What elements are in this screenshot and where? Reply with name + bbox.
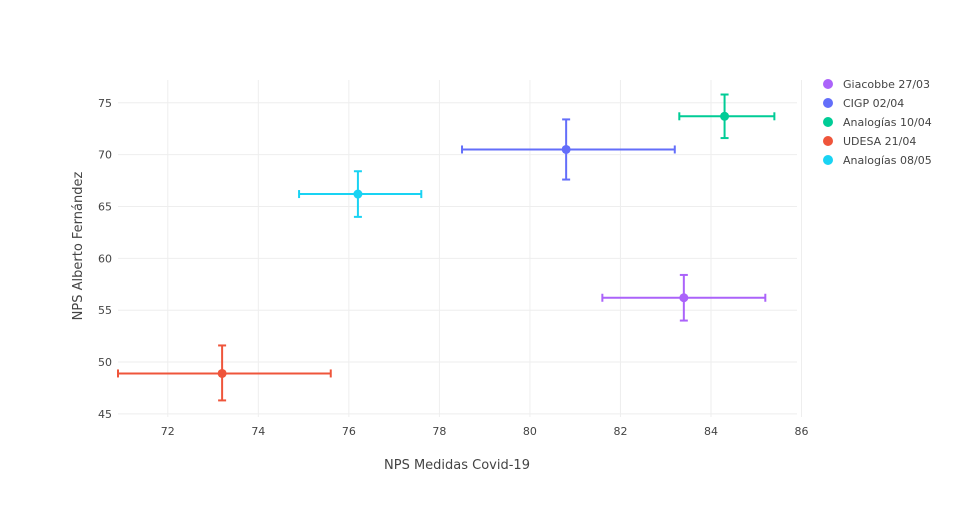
legend-item[interactable]: UDESA 21/04 <box>823 135 916 148</box>
data-points <box>217 111 730 378</box>
data-point <box>217 368 227 378</box>
legend-item[interactable]: Analogías 10/04 <box>823 116 932 129</box>
data-point <box>679 293 689 303</box>
y-tick-label: 60 <box>98 252 112 265</box>
legend-label: Analogías 08/05 <box>843 154 932 167</box>
data-point <box>561 144 571 154</box>
x-tick-label: 74 <box>251 425 265 438</box>
legend-marker <box>823 117 833 127</box>
x-tick-label: 82 <box>613 425 627 438</box>
legend-label: Analogías 10/04 <box>843 116 932 129</box>
grid <box>118 80 803 417</box>
x-tick-label: 78 <box>432 425 446 438</box>
y-tick-label: 75 <box>98 97 112 110</box>
legend-label: CIGP 02/04 <box>843 97 904 110</box>
data-point <box>353 189 363 199</box>
y-tick-label: 70 <box>98 149 112 162</box>
legend-item[interactable]: Analogías 08/05 <box>823 154 932 167</box>
legend[interactable]: Giacobbe 27/03 CIGP 02/04 Analogías 10/04 U… <box>823 78 932 167</box>
x-tick-label: 76 <box>342 425 356 438</box>
y-axis-title: NPS Alberto Fernández <box>71 172 86 321</box>
legend-item[interactable]: Giacobbe 27/03 <box>823 78 930 91</box>
legend-label: UDESA 21/04 <box>843 135 916 148</box>
x-axis-ticks: 72 74 76 78 80 82 84 86 <box>161 425 809 438</box>
y-tick-label: 65 <box>98 201 112 214</box>
y-axis-ticks: 45 50 55 60 65 70 75 <box>98 97 112 421</box>
x-tick-label: 86 <box>795 425 809 438</box>
y-tick-label: 55 <box>98 304 112 317</box>
legend-marker <box>823 136 833 146</box>
legend-marker <box>823 79 833 89</box>
x-tick-label: 72 <box>161 425 175 438</box>
x-tick-label: 80 <box>523 425 537 438</box>
data-point <box>720 111 730 121</box>
legend-marker <box>823 98 833 108</box>
legend-label: Giacobbe 27/03 <box>843 78 930 91</box>
x-axis-title: NPS Medidas Covid-19 <box>384 458 530 473</box>
y-tick-label: 50 <box>98 356 112 369</box>
legend-marker <box>823 155 833 165</box>
legend-item[interactable]: CIGP 02/04 <box>823 97 904 110</box>
y-tick-label: 45 <box>98 408 112 421</box>
x-tick-label: 84 <box>704 425 718 438</box>
